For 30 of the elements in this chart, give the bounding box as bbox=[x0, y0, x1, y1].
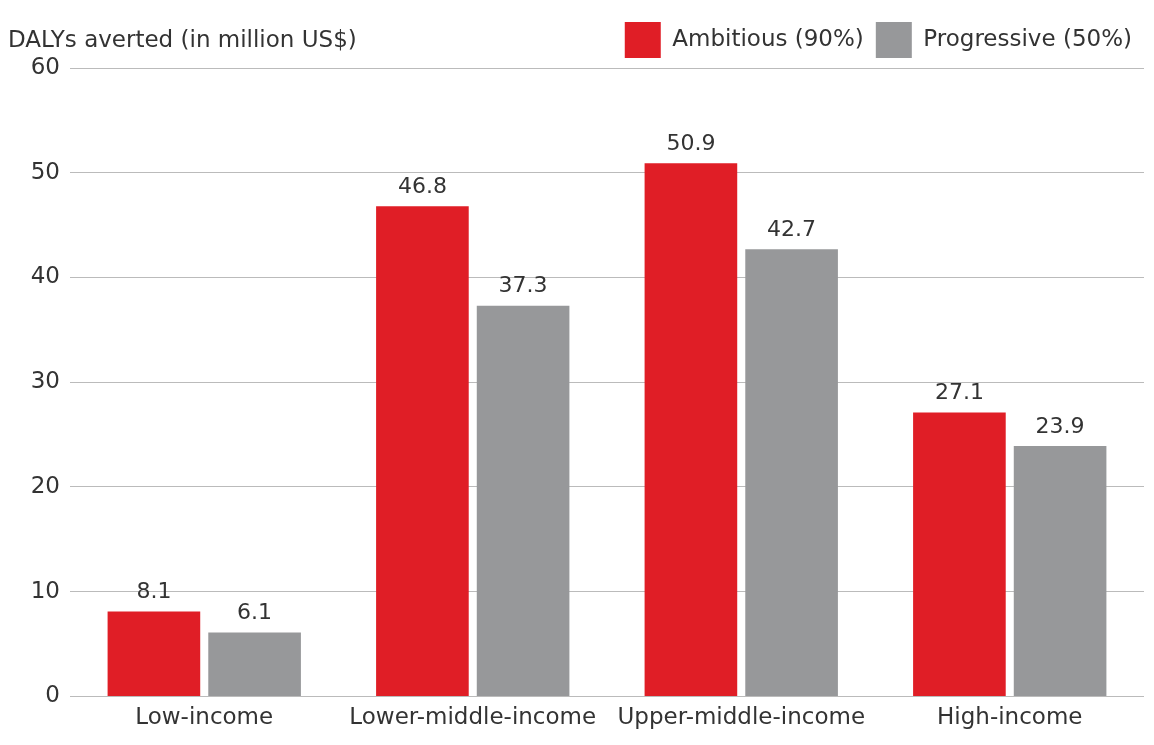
bar bbox=[208, 632, 301, 696]
legend-label: Ambitious (90%) bbox=[672, 24, 864, 51]
data-label: 37.3 bbox=[498, 272, 548, 298]
data-label: 46.8 bbox=[397, 172, 447, 198]
data-label: 50.9 bbox=[666, 130, 716, 156]
bar bbox=[107, 611, 201, 696]
x-tick-label: High-income bbox=[937, 703, 1083, 730]
x-tick-label: Low-income bbox=[135, 703, 274, 730]
data-label: 6.1 bbox=[237, 599, 273, 625]
bar bbox=[745, 249, 838, 696]
y-tick-label: 0 bbox=[45, 681, 60, 708]
data-label: 42.7 bbox=[767, 215, 817, 241]
y-tick-label: 60 bbox=[30, 52, 60, 79]
data-label: 23.9 bbox=[1035, 412, 1085, 438]
x-tick-label: Lower-middle-income bbox=[349, 703, 597, 730]
data-label: 8.1 bbox=[136, 578, 172, 604]
y-tick-label: 10 bbox=[30, 576, 60, 603]
legend-label: Progressive (50%) bbox=[923, 24, 1132, 51]
data-label: 27.1 bbox=[934, 379, 984, 405]
bar bbox=[1013, 446, 1107, 696]
y-tick-label: 20 bbox=[30, 471, 60, 498]
bar bbox=[376, 206, 469, 696]
x-tick-label: Upper-middle-income bbox=[617, 703, 866, 730]
bar bbox=[913, 412, 1006, 696]
y-axis-title: DALYs averted (in million US$) bbox=[8, 26, 357, 52]
bar bbox=[476, 305, 570, 696]
bar bbox=[644, 163, 738, 696]
y-tick-label: 50 bbox=[30, 157, 60, 184]
y-tick-label: 40 bbox=[30, 262, 60, 289]
y-tick-label: 30 bbox=[30, 367, 60, 394]
